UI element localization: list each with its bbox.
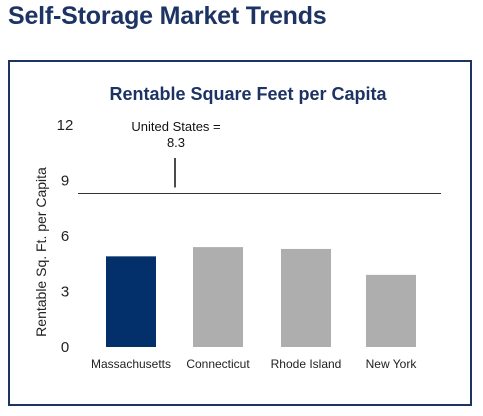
x-tick-labels: Massachusetts Connecticut Rhode Island New …	[91, 357, 417, 371]
us-average-value: 8.3	[167, 135, 185, 150]
bar-massachusetts	[106, 256, 156, 347]
y-tick-label: 9	[61, 173, 69, 190]
chart-frame	[8, 60, 472, 406]
y-tick-label: 3	[61, 284, 69, 301]
page-title: Self-Storage Market Trends	[8, 2, 327, 30]
bar-new-york	[366, 274, 416, 347]
x-tick-label: Massachusetts	[91, 357, 171, 371]
bars	[106, 247, 416, 347]
bar-connecticut	[193, 247, 243, 347]
y-tick-label: 0	[61, 339, 69, 356]
y-tick-labels: 0 3 6 9 12	[57, 117, 74, 356]
bar-rhode-island	[281, 248, 331, 347]
x-tick-label: Connecticut	[186, 357, 250, 371]
chart-title: Rentable Square Feet per Capita	[109, 84, 387, 104]
x-tick-label: Rhode Island	[271, 357, 342, 371]
y-tick-label: 6	[61, 228, 69, 245]
reference-line-group: United States = 8.3	[78, 119, 441, 194]
y-axis-label: Rentable Sq. Ft. per Capita	[33, 167, 49, 337]
y-tick-label: 12	[57, 117, 74, 134]
x-tick-label: New York	[366, 357, 418, 371]
us-average-label: United States =	[131, 119, 220, 134]
